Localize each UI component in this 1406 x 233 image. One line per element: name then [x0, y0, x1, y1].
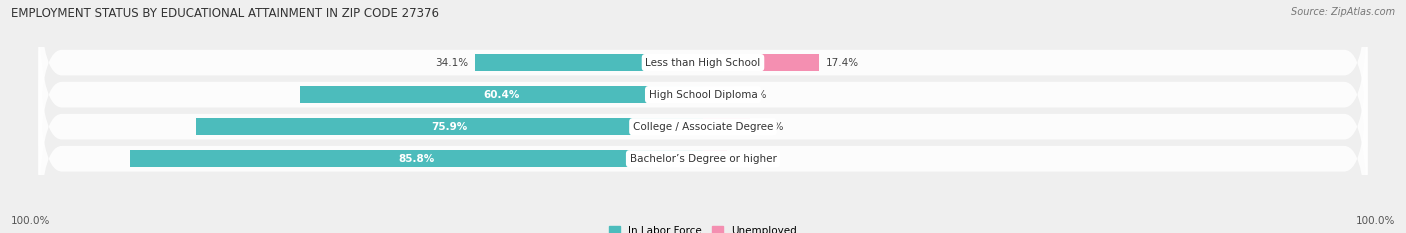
Text: 85.8%: 85.8%	[398, 154, 434, 164]
Text: 17.4%: 17.4%	[825, 58, 859, 68]
Text: Less than High School: Less than High School	[645, 58, 761, 68]
Bar	[475, 54, 703, 71]
FancyBboxPatch shape	[38, 0, 1368, 162]
Text: Source: ZipAtlas.com: Source: ZipAtlas.com	[1291, 7, 1395, 17]
Text: 100.0%: 100.0%	[11, 216, 51, 226]
Text: 34.1%: 34.1%	[436, 58, 468, 68]
Text: 75.9%: 75.9%	[432, 122, 468, 132]
Text: High School Diploma: High School Diploma	[648, 90, 758, 100]
Text: 4.6%: 4.6%	[741, 90, 766, 100]
FancyBboxPatch shape	[38, 59, 1368, 233]
Text: 7.1%: 7.1%	[756, 122, 783, 132]
FancyBboxPatch shape	[38, 0, 1368, 194]
Bar	[703, 118, 751, 135]
Bar	[195, 118, 703, 135]
Text: EMPLOYMENT STATUS BY EDUCATIONAL ATTAINMENT IN ZIP CODE 27376: EMPLOYMENT STATUS BY EDUCATIONAL ATTAINM…	[11, 7, 439, 20]
Text: 100.0%: 100.0%	[1355, 216, 1395, 226]
Bar	[703, 54, 820, 71]
Bar	[129, 151, 703, 167]
Text: College / Associate Degree: College / Associate Degree	[633, 122, 773, 132]
Bar	[299, 86, 703, 103]
Text: Bachelor’s Degree or higher: Bachelor’s Degree or higher	[630, 154, 776, 164]
Bar	[703, 151, 727, 167]
FancyBboxPatch shape	[38, 27, 1368, 226]
Bar	[703, 86, 734, 103]
Text: 3.6%: 3.6%	[734, 154, 761, 164]
Text: 60.4%: 60.4%	[484, 90, 519, 100]
Legend: In Labor Force, Unemployed: In Labor Force, Unemployed	[609, 226, 797, 233]
